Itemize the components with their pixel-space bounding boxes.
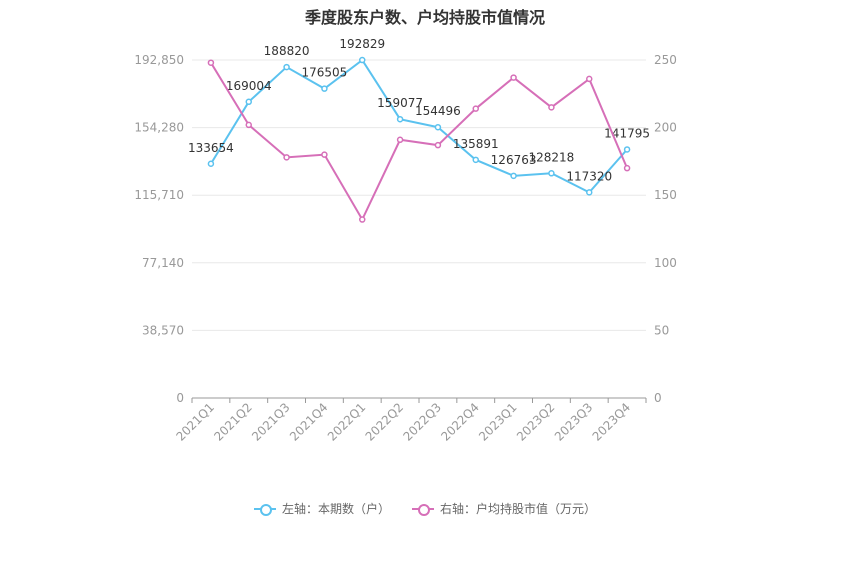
data-point xyxy=(359,56,366,64)
data-point xyxy=(434,123,442,131)
data-point xyxy=(586,189,593,196)
x-axis-tick-label: 2023Q1 xyxy=(476,400,520,444)
data-point xyxy=(510,172,517,180)
data-label: 154496 xyxy=(415,104,461,118)
data-point xyxy=(548,104,555,111)
right-axis-tick-label: 50 xyxy=(654,323,669,337)
x-axis-tick-label: 2022Q2 xyxy=(363,400,407,444)
data-point xyxy=(472,156,479,164)
data-point xyxy=(586,75,593,83)
x-axis-tick-label: 2022Q4 xyxy=(438,400,482,444)
data-label: 192829 xyxy=(339,37,385,51)
data-label: 135891 xyxy=(453,137,499,151)
data-point xyxy=(245,121,252,129)
data-label: 128218 xyxy=(529,150,575,164)
data-point xyxy=(396,115,404,123)
data-label: 117320 xyxy=(566,169,612,183)
x-axis-tick-label: 2023Q2 xyxy=(514,400,558,444)
legend-swatch-pink xyxy=(412,503,434,516)
left-axis-tick-label: 192,850 xyxy=(134,53,184,67)
data-point xyxy=(472,105,479,112)
data-label: 141795 xyxy=(604,126,650,140)
data-point xyxy=(510,74,517,81)
x-axis-tick-label: 2022Q3 xyxy=(400,400,444,444)
series-line-right xyxy=(210,62,629,222)
data-point xyxy=(245,98,252,106)
right-axis-tick-label: 150 xyxy=(654,188,677,202)
series-line-left xyxy=(210,58,628,194)
left-axis-tick-label: 154,280 xyxy=(134,121,184,135)
data-point xyxy=(283,63,290,71)
legend-label-right-series: 右轴：户均持股市值（万元） xyxy=(440,502,597,516)
data-point xyxy=(321,151,328,158)
x-axis-tick-label: 2023Q3 xyxy=(552,400,596,444)
data-point xyxy=(359,216,366,223)
data-label: 176505 xyxy=(302,66,348,80)
chart-title: 季度股东户数、户均持股市值情况 xyxy=(304,8,545,27)
data-label: 188820 xyxy=(264,44,310,58)
right-axis-tick-label: 200 xyxy=(654,121,677,135)
data-point xyxy=(396,136,404,144)
left-axis-tick-label: 115,710 xyxy=(134,188,184,202)
data-point xyxy=(321,85,328,92)
data-label: 159077 xyxy=(377,96,423,110)
data-label: 126763 xyxy=(491,153,537,167)
legend: 左轴：本期数（户） 右轴：户均持股市值（万元） xyxy=(0,500,850,517)
right-axis-tick-label: 100 xyxy=(654,256,677,270)
data-label: 169004 xyxy=(226,79,272,93)
data-point xyxy=(623,146,631,153)
legend-item-left-series[interactable]: 左轴：本期数（户） xyxy=(253,500,390,517)
x-axis-tick-label: 2021Q2 xyxy=(211,400,255,444)
legend-item-right-series[interactable]: 右轴：户均持股市值（万元） xyxy=(412,500,596,517)
data-point xyxy=(207,160,215,168)
right-axis-tick-label: 0 xyxy=(654,391,662,405)
left-axis-tick-label: 77,140 xyxy=(142,256,184,270)
data-point xyxy=(434,141,442,149)
data-point xyxy=(548,170,555,177)
data-point xyxy=(283,154,290,161)
data-label: 133654 xyxy=(188,141,234,155)
right-axis-tick-label: 250 xyxy=(654,53,677,67)
x-axis-tick-label: 2021Q1 xyxy=(173,400,217,444)
left-axis-tick-label: 0 xyxy=(176,391,184,405)
x-axis-tick-label: 2023Q4 xyxy=(590,400,634,444)
x-axis-tick-label: 2021Q3 xyxy=(249,400,293,444)
data-point xyxy=(623,164,631,172)
left-axis-tick-label: 38,570 xyxy=(142,323,184,337)
x-axis-tick-label: 2021Q4 xyxy=(287,400,331,444)
legend-swatch-blue xyxy=(253,503,276,516)
data-point xyxy=(207,59,215,66)
legend-label-left-series: 左轴：本期数（户） xyxy=(281,502,390,516)
x-axis-tick-label: 2022Q1 xyxy=(325,400,369,444)
